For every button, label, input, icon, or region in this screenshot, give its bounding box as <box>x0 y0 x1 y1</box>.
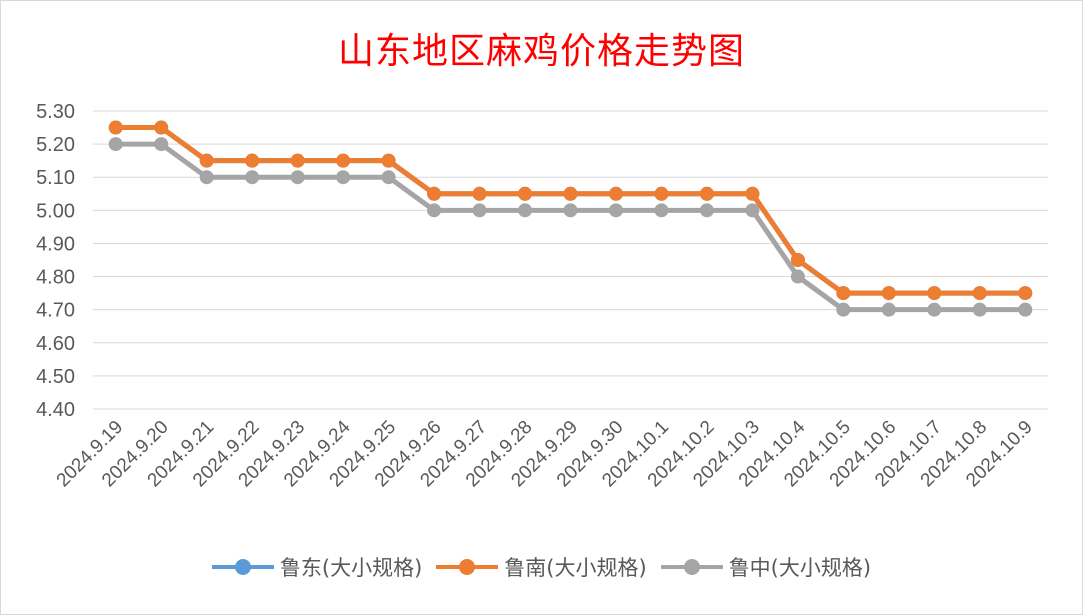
data-point <box>199 153 214 168</box>
data-point <box>472 203 487 218</box>
legend: 鲁东(大小规格) 鲁南(大小规格) 鲁中(大小规格) <box>0 552 1083 582</box>
data-point <box>336 153 351 168</box>
data-point <box>108 137 123 152</box>
data-point <box>654 203 669 218</box>
data-point <box>1018 286 1033 301</box>
y-tick-label: 5.00 <box>36 200 75 222</box>
legend-item-2: 鲁南(大小规格) <box>436 552 647 582</box>
y-tick-label: 4.40 <box>36 399 75 421</box>
data-point <box>518 203 533 218</box>
data-point <box>608 203 623 218</box>
y-tick-label: 4.50 <box>36 366 75 388</box>
legend-marker <box>459 559 476 575</box>
chart-title: 山东地区麻鸡价格走势图 <box>337 31 745 72</box>
data-point <box>154 137 169 152</box>
data-point <box>518 186 533 201</box>
data-point <box>1018 302 1033 317</box>
series-lines <box>108 120 1033 317</box>
data-point <box>563 186 578 201</box>
data-point <box>154 120 169 135</box>
y-tick-label: 4.60 <box>36 333 75 355</box>
data-point <box>881 286 896 301</box>
legend-marker <box>234 559 251 575</box>
data-point <box>745 186 760 201</box>
data-point <box>290 170 305 185</box>
data-point <box>381 170 396 185</box>
data-point <box>972 302 987 317</box>
data-point <box>972 286 987 301</box>
data-point <box>290 153 305 168</box>
legend-item-1: 鲁东(大小规格) <box>211 552 423 582</box>
y-tick-label: 5.30 <box>36 101 75 123</box>
legend-swatch <box>211 557 274 577</box>
data-point <box>790 269 805 284</box>
data-point <box>881 302 896 317</box>
gridlines <box>93 110 1048 410</box>
y-tick-label: 4.90 <box>36 233 75 255</box>
y-tick-label: 4.80 <box>36 267 75 289</box>
data-point <box>245 153 260 168</box>
legend-marker <box>683 559 700 575</box>
data-point <box>836 286 851 301</box>
series-line-3 <box>113 141 1028 313</box>
y-tick-label: 4.70 <box>36 300 75 322</box>
data-point <box>381 153 396 168</box>
legend-label: 鲁东(大小规格) <box>279 556 423 580</box>
y-tick-label: 5.20 <box>36 134 75 156</box>
data-point <box>699 203 714 218</box>
data-point <box>836 302 851 317</box>
data-point <box>336 170 351 185</box>
data-point <box>472 186 487 201</box>
y-tick-label: 5.10 <box>36 167 75 189</box>
data-point <box>927 286 942 301</box>
data-point <box>427 186 442 201</box>
legend-label: 鲁中(大小规格) <box>728 556 872 580</box>
data-point <box>699 186 714 201</box>
data-point <box>654 186 669 201</box>
data-point <box>745 203 760 218</box>
data-point <box>563 203 578 218</box>
legend-swatch <box>436 557 499 577</box>
data-point <box>790 253 805 267</box>
data-point <box>427 203 442 218</box>
data-point <box>199 170 214 185</box>
data-point <box>108 120 123 135</box>
data-point <box>608 186 623 201</box>
y-axis-ticks: 5.30 5.20 5.10 5.00 4.90 4.80 4.70 4.60 4.50 4.40 <box>36 101 75 421</box>
data-point <box>245 170 260 185</box>
legend-item-3: 鲁中(大小规格) <box>660 552 872 582</box>
x-axis-ticks: 2024.9.192024.9.202024.9.212024.9.222024… <box>53 416 1037 491</box>
data-point <box>927 302 942 317</box>
legend-swatch <box>660 557 723 577</box>
legend-label: 鲁南(大小规格) <box>504 556 647 580</box>
